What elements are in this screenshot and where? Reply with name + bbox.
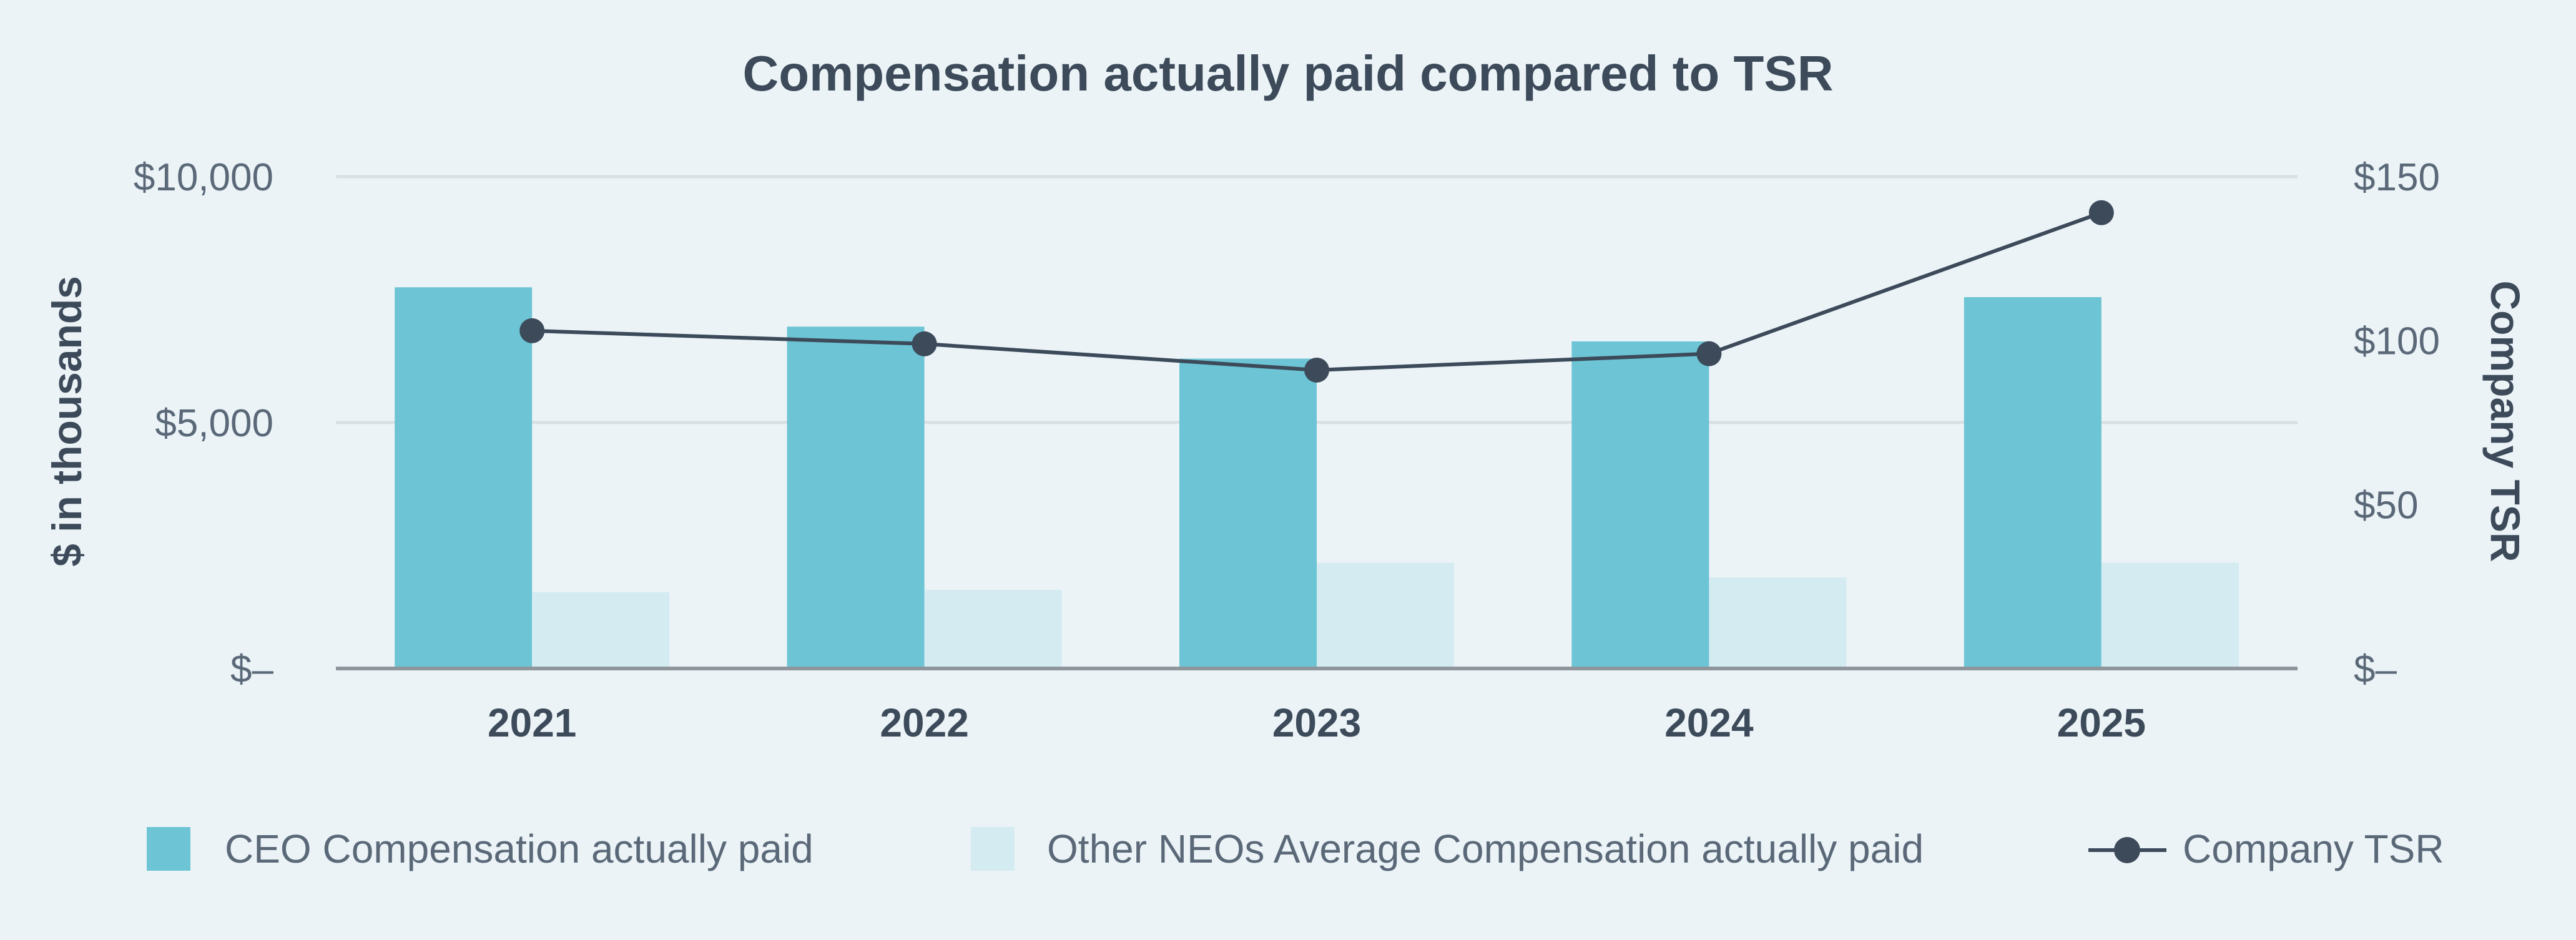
legend-label-ceo: CEO Compensation actually paid	[225, 826, 814, 871]
category-label-2025: 2025	[2057, 700, 2146, 745]
right-tick-label-2: $100	[2354, 320, 2440, 363]
bars	[395, 287, 2239, 668]
left-axis-ticks: $– $5,000 $10,000	[134, 156, 274, 691]
tsr-point-2023	[1304, 357, 1329, 383]
bar-other-neos-2025	[2101, 562, 2239, 668]
category-label-2022: 2022	[880, 700, 968, 745]
legend-swatch-tsr-marker	[2114, 837, 2140, 863]
bar-ceo-2022	[787, 326, 925, 668]
right-tick-label-0: $–	[2354, 648, 2397, 691]
right-tick-label-3: $150	[2354, 156, 2440, 199]
tsr-line	[532, 210, 2102, 372]
bar-other-neos-2023	[1317, 562, 1454, 668]
left-tick-label-1: $5,000	[155, 402, 273, 445]
chart-title: Compensation actually paid compared to T…	[743, 46, 1834, 101]
right-tick-label-1: $50	[2354, 484, 2418, 527]
category-labels: 2021 2022 2023 2024 2025	[488, 700, 2146, 745]
tsr-line-series	[519, 200, 2114, 383]
legend-label-other-neos: Other NEOs Average Compensation actually…	[1047, 826, 1924, 871]
category-label-2023: 2023	[1272, 700, 1361, 745]
bar-ceo-2023	[1179, 358, 1317, 668]
bar-other-neos-2022	[924, 589, 1062, 668]
legend-swatch-ceo	[147, 827, 190, 871]
left-tick-label-0: $–	[230, 648, 273, 691]
tsr-point-2021	[519, 318, 545, 343]
bar-ceo-2024	[1571, 341, 1709, 668]
bar-ceo-2025	[1964, 297, 2102, 668]
bar-other-neos-2024	[1709, 577, 1847, 668]
left-tick-label-2: $10,000	[134, 156, 273, 199]
category-label-2024: 2024	[1664, 700, 1754, 745]
category-label-2021: 2021	[488, 700, 576, 745]
bar-ceo-2021	[395, 287, 533, 668]
tsr-point-2022	[912, 331, 937, 356]
right-axis-ticks: $– $50 $100 $150	[2354, 156, 2440, 691]
bar-other-neos-2021	[532, 592, 670, 668]
tsr-point-2024	[1696, 341, 1722, 366]
legend: CEO Compensation actually paid Other NEO…	[147, 826, 2444, 871]
legend-label-tsr: Company TSR	[2183, 826, 2444, 871]
tsr-point-2025	[2088, 200, 2114, 225]
left-axis-title: $ in thousands	[44, 276, 90, 567]
legend-swatch-other-neos	[971, 827, 1015, 871]
right-axis-title: Company TSR	[2482, 280, 2529, 562]
